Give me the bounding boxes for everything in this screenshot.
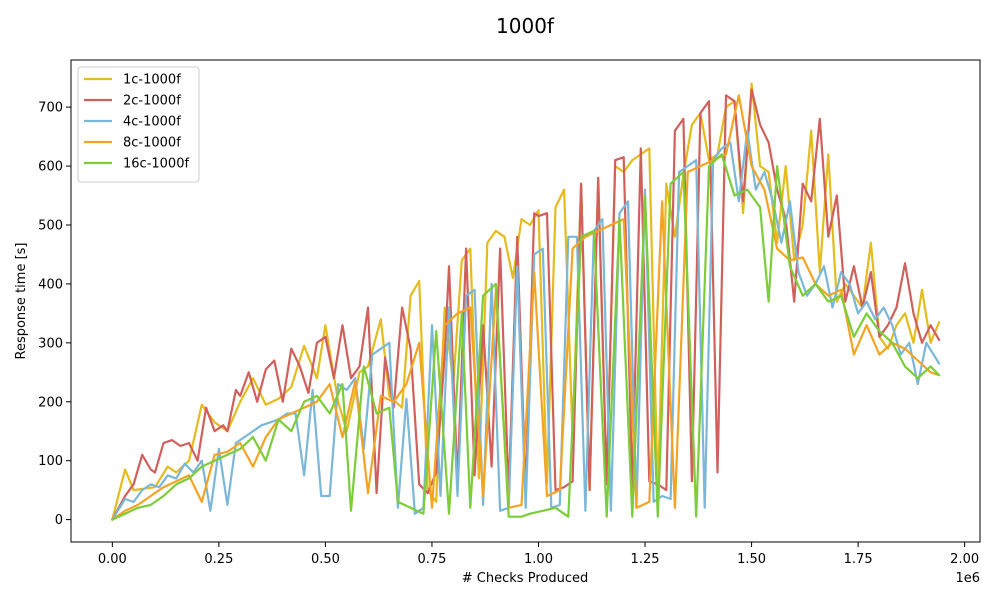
y-tick-label: 600 <box>38 160 63 175</box>
legend-label-1c-1000f: 1c-1000f <box>123 73 181 88</box>
y-tick-label: 500 <box>38 218 63 233</box>
x-axis-label: # Checks Produced <box>462 571 588 586</box>
x-axis-offset-label: 1e6 <box>955 571 980 586</box>
x-tick-label: 1.75 <box>844 552 873 567</box>
legend-label-16c-1000f: 16c-1000f <box>123 157 189 172</box>
series-line-16c-1000f <box>111 153 941 521</box>
legend-box <box>77 66 200 183</box>
x-tick-label: 1.25 <box>631 552 660 567</box>
y-tick-label: 700 <box>38 101 63 116</box>
y-axis-label: Response time [s] <box>14 243 29 360</box>
x-tick-label: 0.25 <box>204 552 233 567</box>
legend-label-4c-1000f: 4c-1000f <box>123 115 181 130</box>
legend-label-8c-1000f: 8c-1000f <box>123 136 181 151</box>
x-tick-label: 0.50 <box>311 552 340 567</box>
y-tick-label: 300 <box>38 336 63 351</box>
x-axis: 0.00 0.25 0.50 0.75 1.00 1.25 1.50 1.75 2.00 <box>98 542 979 567</box>
series-line-4c-1000f <box>111 129 941 521</box>
x-tick-label: 1.50 <box>737 552 766 567</box>
legend-label-2c-1000f: 2c-1000f <box>123 94 181 109</box>
y-tick-label: 400 <box>38 277 63 292</box>
x-tick-label: 1.00 <box>524 552 553 567</box>
chart-title: 1000f <box>496 14 555 38</box>
legend: 1c-1000f 2c-1000f 4c-1000f 8c-1000f 16c-1000… <box>77 66 200 183</box>
series-line-8c-1000f <box>111 94 941 521</box>
plot-frame <box>70 59 981 543</box>
series-group <box>111 82 941 521</box>
y-axis: 0 100 200 300 400 500 600 700 <box>38 101 71 528</box>
y-tick-label: 200 <box>38 395 63 410</box>
y-tick-label: 100 <box>38 454 63 469</box>
x-tick-label: 0.00 <box>98 552 127 567</box>
y-tick-label: 0 <box>55 513 63 528</box>
x-tick-label: 0.75 <box>417 552 446 567</box>
x-tick-label: 2.00 <box>950 552 979 567</box>
